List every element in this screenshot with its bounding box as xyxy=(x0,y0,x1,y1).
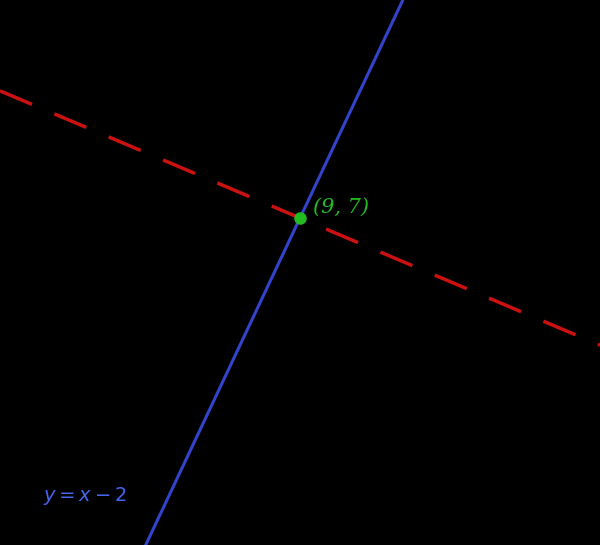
Text: (9, 7): (9, 7) xyxy=(313,197,369,216)
Text: $y = x - 2$: $y = x - 2$ xyxy=(43,486,127,507)
